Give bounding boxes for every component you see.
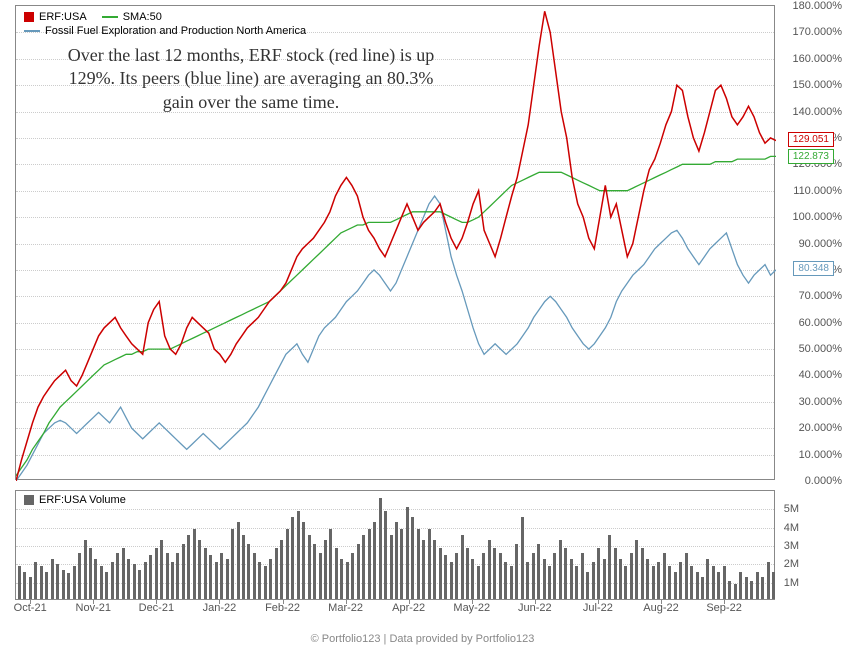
y-axis-label: 0.000%	[805, 475, 842, 487]
volume-chart: ERF:USA Volume 1M2M3M4M5M	[15, 490, 775, 600]
volume-y-label: 3M	[784, 540, 799, 552]
volume-legend-label: ERF:USA Volume	[39, 494, 126, 506]
volume-y-label: 1M	[784, 577, 799, 589]
end-value-box: 129.051	[788, 132, 834, 147]
x-axis-labels: Oct-21Nov-21Dec-21Jan-22Feb-22Mar-22Apr-…	[15, 602, 775, 622]
y-axis-label: 60.000%	[799, 317, 842, 329]
y-axis-label: 10.000%	[799, 449, 842, 461]
volume-legend-swatch	[24, 495, 34, 505]
y-axis-label: 40.000%	[799, 369, 842, 381]
legend-label-sma: SMA:50	[123, 11, 162, 23]
y-axis-label: 100.000%	[792, 211, 842, 223]
legend-swatch-sma	[102, 16, 118, 18]
y-axis-label: 110.000%	[793, 185, 842, 197]
y-axis-label: 50.000%	[799, 343, 842, 355]
y-axis-label: 150.000%	[792, 79, 842, 91]
footer-attribution: © Portfolio123 | Data provided by Portfo…	[0, 633, 845, 645]
legend-label-fossil: Fossil Fuel Exploration and Production N…	[45, 25, 306, 37]
y-axis-label: 70.000%	[799, 290, 842, 302]
legend-label-erf: ERF:USA	[39, 11, 87, 23]
y-axis-label: 90.000%	[799, 238, 842, 250]
volume-y-label: 4M	[784, 522, 799, 534]
y-axis-label: 30.000%	[799, 396, 842, 408]
chart-annotation: Over the last 12 months, ERF stock (red …	[61, 44, 441, 114]
end-value-box: 80.348	[793, 261, 834, 276]
chart-legend: ERF:USA SMA:50 Fossil Fuel Exploration a…	[24, 11, 306, 39]
legend-swatch-fossil	[24, 30, 40, 32]
volume-y-label: 5M	[784, 503, 799, 515]
y-axis-label: 180.000%	[792, 0, 842, 12]
y-axis-label: 140.000%	[792, 106, 842, 118]
main-chart: ERF:USA SMA:50 Fossil Fuel Exploration a…	[15, 5, 775, 480]
end-value-box: 122.873	[788, 149, 834, 164]
volume-y-label: 2M	[784, 558, 799, 570]
volume-legend: ERF:USA Volume	[24, 494, 126, 506]
y-axis-label: 170.000%	[792, 26, 842, 38]
legend-swatch-erf	[24, 12, 34, 22]
y-axis-label: 20.000%	[799, 422, 842, 434]
y-axis-label: 160.000%	[792, 53, 842, 65]
